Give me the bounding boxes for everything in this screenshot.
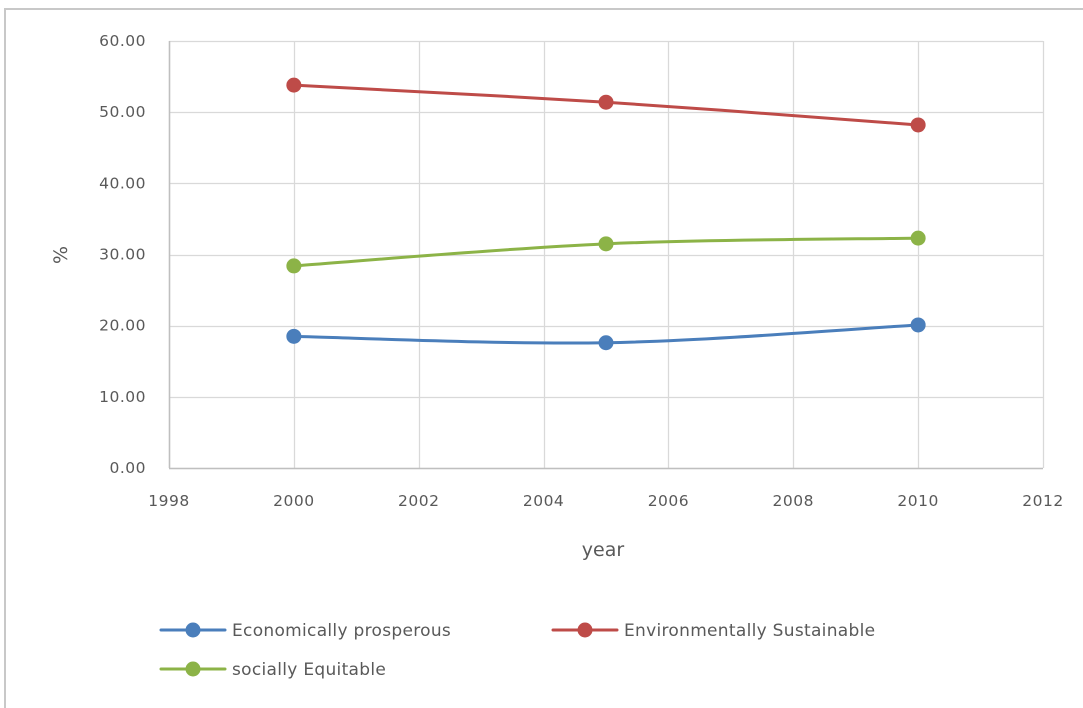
x-tick-label: 2002 <box>398 492 439 510</box>
data-point <box>910 230 926 246</box>
series-economically-prosperous <box>286 317 926 351</box>
axes: 0.00 10.00 20.00 30.00 40.00 50.00 60.00 1998 20… <box>99 32 1063 510</box>
legend-label: Economically prosperous <box>232 621 451 641</box>
data-point <box>910 117 926 133</box>
x-tick-label: 2004 <box>523 492 564 510</box>
legend-marker-icon <box>185 622 201 638</box>
y-tick-label: 60.00 <box>99 32 146 50</box>
series <box>286 77 926 351</box>
y-tick-label: 20.00 <box>99 317 146 335</box>
x-tick-label: 2012 <box>1022 492 1063 510</box>
x-tick-label: 2006 <box>648 492 689 510</box>
series-socially-equitable <box>286 230 926 274</box>
x-tick-label: 2008 <box>773 492 814 510</box>
data-point <box>286 258 302 274</box>
y-tick-label: 50.00 <box>99 103 146 121</box>
data-point <box>286 77 302 93</box>
data-point <box>598 335 614 351</box>
legend-label: socially Equitable <box>232 660 386 680</box>
x-tick-label: 2010 <box>897 492 938 510</box>
series-environmentally-sustainable <box>286 77 926 133</box>
legend-marker-icon <box>185 661 201 677</box>
y-tick-label: 30.00 <box>99 246 146 264</box>
data-point <box>598 94 614 110</box>
y-axis-title: % <box>50 246 72 264</box>
data-point <box>910 317 926 333</box>
legend-item: Environmentally Sustainable <box>551 621 875 641</box>
gridlines <box>168 40 1045 470</box>
y-tick-label: 40.00 <box>99 174 146 192</box>
legend-item: socially Equitable <box>159 660 386 680</box>
legend: Economically prosperous Environmentally S… <box>159 621 875 680</box>
data-point <box>286 328 302 344</box>
x-tick-label: 2000 <box>273 492 314 510</box>
legend-marker-icon <box>577 622 593 638</box>
y-tick-label: 10.00 <box>99 388 146 406</box>
chart-frame <box>4 8 1083 708</box>
legend-label: Environmentally Sustainable <box>624 621 875 641</box>
x-axis-title: year <box>582 539 625 561</box>
legend-item: Economically prosperous <box>159 621 451 641</box>
x-tick-label: 1998 <box>148 492 189 510</box>
data-point <box>598 236 614 252</box>
y-tick-label: 0.00 <box>109 459 146 477</box>
